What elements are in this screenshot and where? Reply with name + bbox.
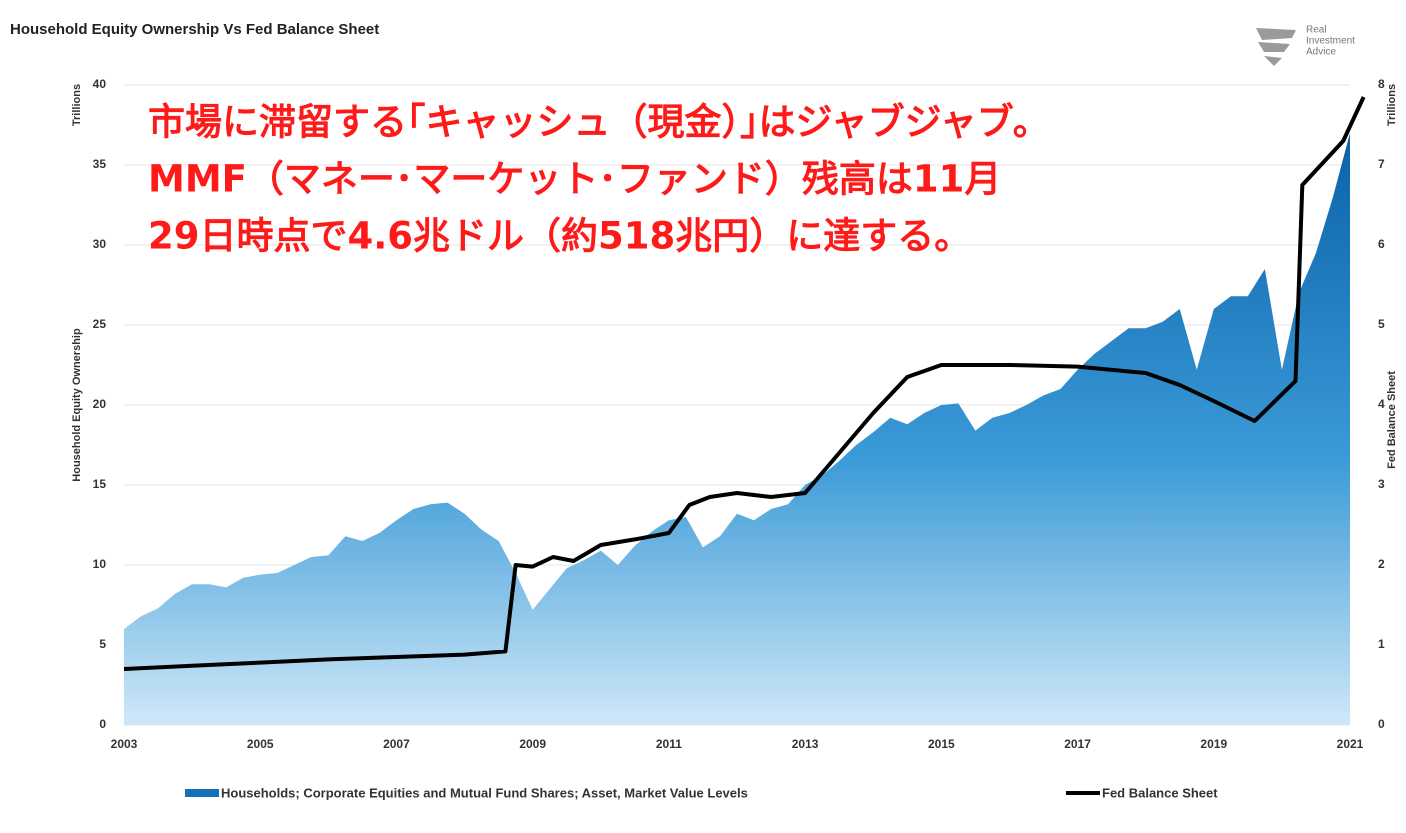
- y-axis-unit: Trillions: [71, 84, 83, 126]
- y2-tick-label: 7: [1378, 157, 1385, 171]
- x-tick-label: 2003: [111, 737, 138, 751]
- annotation-line: 29日時点で4.6兆ドル（約518兆円）に達する。: [148, 215, 971, 258]
- y-tick-label: 0: [99, 717, 106, 731]
- y2-tick-label: 2: [1378, 557, 1385, 571]
- logo: Real Investment Advice: [1256, 25, 1355, 66]
- x-tick-label: 2015: [928, 737, 955, 751]
- y-tick-label: 10: [93, 557, 107, 571]
- y-tick-label: 15: [93, 477, 107, 491]
- y2-tick-label: 6: [1378, 237, 1385, 251]
- x-tick-label: 2007: [383, 737, 410, 751]
- x-tick-label: 2013: [792, 737, 819, 751]
- x-tick-label: 2017: [1064, 737, 1091, 751]
- x-tick-label: 2021: [1337, 737, 1364, 751]
- plot: 0 5 10 15 20 25 30 35 40 0 1 2 3 4 5 6 7 8 2003 2005 2007 200…: [93, 77, 1385, 800]
- legend-label: Fed Balance Sheet: [1102, 785, 1218, 800]
- y2-tick-label: 4: [1378, 397, 1385, 411]
- logo-text: Investment: [1306, 36, 1355, 47]
- x-tick-label: 2005: [247, 737, 274, 751]
- y2-tick-label: 8: [1378, 77, 1385, 91]
- chart-title: Household Equity Ownership Vs Fed Balanc…: [10, 21, 379, 38]
- x-tick-label: 2009: [519, 737, 546, 751]
- y-tick-label: 20: [93, 397, 107, 411]
- y-tick-label: 5: [99, 637, 106, 651]
- annotation: 市場に滞留する｢キャッシュ（現金）｣はジャブジャブ。 MMF（マネー･マーケット…: [148, 101, 1050, 258]
- legend-label: Households; Corporate Equities and Mutua…: [221, 785, 748, 800]
- y2-axis-title: Fed Balance Sheet: [1386, 371, 1398, 469]
- line: [123, 96, 1366, 671]
- area: [124, 133, 1350, 725]
- y-tick-label: 35: [93, 157, 107, 171]
- y2-tick-label: 0: [1378, 717, 1385, 731]
- x-tick-label: 2019: [1200, 737, 1227, 751]
- logo-text: Advice: [1306, 47, 1336, 58]
- logo-text: Real: [1306, 25, 1327, 36]
- legend-swatch: [185, 789, 219, 797]
- logo-icon: [1256, 28, 1296, 66]
- y2-tick-label: 5: [1378, 317, 1385, 331]
- y2-axis-unit: Trillions: [1386, 84, 1398, 126]
- annotation-line: MMF（マネー･マーケット･ファンド）残高は11月: [148, 158, 1001, 201]
- y-tick-label: 25: [93, 317, 107, 331]
- x-tick-label: 2011: [656, 737, 682, 751]
- y2-tick-label: 1: [1378, 637, 1385, 651]
- y2-tick-label: 3: [1378, 477, 1385, 491]
- annotation-line: 市場に滞留する｢キャッシュ（現金）｣はジャブジャブ。: [148, 101, 1050, 144]
- y-axis-title: Household Equity Ownership: [71, 328, 83, 482]
- y-tick-label: 30: [93, 237, 107, 251]
- y-tick-label: 40: [93, 77, 107, 91]
